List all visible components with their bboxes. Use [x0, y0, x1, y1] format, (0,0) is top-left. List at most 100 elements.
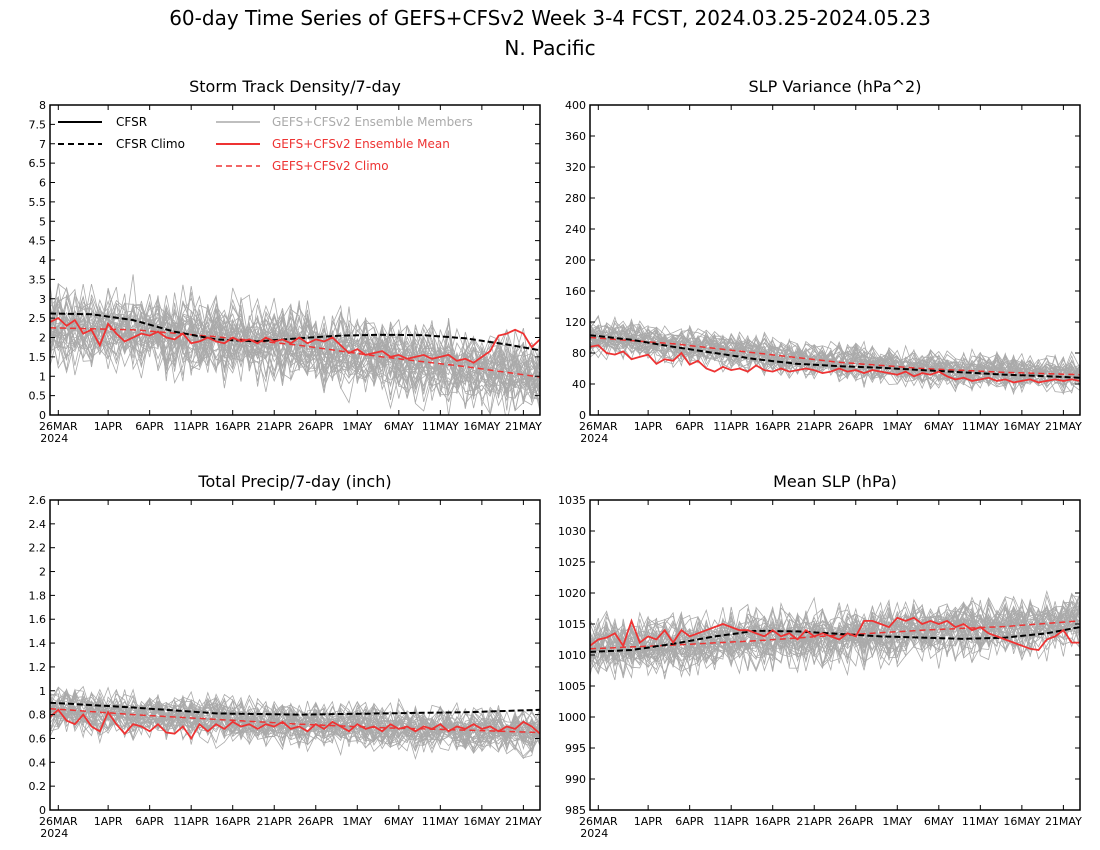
y-tick-label: 985: [565, 804, 586, 817]
x-tick-label: 6APR: [675, 420, 704, 433]
y-tick-label: 8: [39, 99, 46, 112]
x-tick-label: 11APR: [173, 815, 209, 828]
y-tick-label: 1.2: [29, 661, 47, 674]
y-tick-label: 40: [572, 378, 586, 391]
plot-frame-precip: [49, 499, 541, 811]
y-tick-label: 5: [39, 215, 46, 228]
x-tick-label: 26APR: [838, 815, 874, 828]
x-tick-label: 6MAY: [384, 420, 414, 433]
series-cfsr-climo: [590, 334, 1080, 379]
series-cfsr-climo: [50, 312, 540, 352]
series-ensemble-member-31: [590, 324, 1080, 387]
x-tick-label: 21MAY: [1045, 815, 1082, 828]
plot-area-mslp: [590, 589, 1080, 681]
series-model-climo: [590, 336, 1080, 376]
x-tick-label: 16MAY: [1003, 815, 1040, 828]
y-tick-label: 995: [565, 742, 586, 755]
series-ensemble-member-30: [590, 605, 1080, 672]
x-tick-label: 6MAY: [384, 815, 414, 828]
x-tick-label: 11APR: [713, 420, 749, 433]
x-tick-label: 21MAY: [505, 815, 542, 828]
x-tick-year-label: 2024: [40, 432, 68, 445]
x-tick-label: 26APR: [838, 420, 874, 433]
x-tick-label: 21MAY: [1045, 420, 1082, 433]
x-tick-label: 11MAY: [422, 420, 459, 433]
x-tick-label: 6APR: [135, 420, 164, 433]
y-tick-label: 120: [565, 316, 586, 329]
x-tick-label: 16MAY: [1003, 420, 1040, 433]
y-tick-label: 3.5: [29, 273, 47, 286]
series-ensemble-mean: [50, 317, 540, 364]
x-tick-label: 1APR: [634, 420, 663, 433]
x-tick-year-label: 2024: [580, 827, 608, 840]
y-tick-label: 1010: [558, 649, 586, 662]
panel-mean-slp: Mean SLP (hPa) 985 990 995 1000 1005 1010 1015…: [558, 472, 1082, 840]
panel-slp-variance: SLP Variance (hPa^2) 0 40 80 120 160 200 240 28…: [565, 77, 1082, 445]
panel-storm-track-density: Storm Track Density/7-day 0 0.5 1 1.5 2 2.5 3 3…: [29, 77, 543, 445]
y-tick-label: 4: [39, 254, 46, 267]
figure-title: 60-day Time Series of GEFS+CFSv2 Week 3-…: [169, 6, 931, 30]
x-tick-label: 6APR: [675, 815, 704, 828]
x-tick-year-label: 2024: [580, 432, 608, 445]
y-tick-label: 160: [565, 285, 586, 298]
y-tick-label: 320: [565, 161, 586, 174]
series-ensemble-mean: [50, 708, 540, 741]
series-model-climo: [590, 620, 1080, 650]
x-tick-year-label: 2024: [40, 827, 68, 840]
y-tick-label: 1: [39, 685, 46, 698]
series-ensemble-member-21: [50, 693, 540, 749]
series-ensemble-mean: [590, 344, 1080, 384]
y-tick-label: 2: [39, 566, 46, 579]
y-tick-label: 0.6: [29, 732, 47, 745]
legend-label-cfsr-climo: CFSR Climo: [116, 137, 185, 151]
y-tick-label: 5.5: [29, 196, 47, 209]
plot-area-precip: [50, 685, 540, 760]
x-tick-label: 11MAY: [962, 815, 999, 828]
series-ensemble-mean: [590, 616, 1080, 651]
y-tick-label: 1.6: [29, 613, 47, 626]
x-tick-label: 16MAY: [463, 420, 500, 433]
y-tick-label: 1: [39, 370, 46, 383]
x-tick-label: 26APR: [298, 420, 334, 433]
x-tick-label: 11APR: [713, 815, 749, 828]
series-ensemble-member-39: [50, 688, 540, 753]
legend-label-cfsr: CFSR: [116, 115, 147, 129]
y-tick-label: 1035: [558, 494, 586, 507]
y-tick-label: 1.8: [29, 589, 47, 602]
series-ensemble-member-27: [50, 692, 540, 749]
x-tick-label: 11APR: [173, 420, 209, 433]
series-ensemble-member-26: [50, 286, 540, 400]
x-tick-label: 26APR: [298, 815, 334, 828]
y-tick-label: 1.4: [29, 637, 47, 650]
y-tick-label: 200: [565, 254, 586, 267]
y-tick-label: 2.5: [29, 312, 47, 325]
x-tick-label: 1APR: [94, 815, 123, 828]
figure-subtitle: N. Pacific: [504, 36, 595, 60]
x-tick-label: 26MAR: [579, 420, 618, 433]
series-ensemble-member-34: [590, 602, 1080, 666]
series-cfsr-climo: [50, 701, 540, 716]
x-tick-label: 16MAY: [463, 815, 500, 828]
x-tick-label: 21APR: [796, 815, 832, 828]
series-ensemble-member-29: [50, 296, 540, 415]
y-tick-label: 80: [572, 347, 586, 360]
x-tick-label: 1APR: [94, 420, 123, 433]
y-tick-label: 6.5: [29, 157, 47, 170]
x-tick-label: 26MAR: [579, 815, 618, 828]
x-tick-label: 16APR: [215, 420, 251, 433]
x-tick-label: 11MAY: [422, 815, 459, 828]
x-tick-label: 21APR: [796, 420, 832, 433]
y-tick-label: 240: [565, 223, 586, 236]
legend-label-members: GEFS+CFSv2 Ensemble Members: [272, 115, 473, 129]
y-tick-label: 1.5: [29, 351, 47, 364]
series-ensemble-member-40: [590, 326, 1080, 387]
series-model-climo: [50, 327, 540, 378]
panel-title-total-precip: Total Precip/7-day (inch): [197, 472, 391, 491]
x-tick-label: 26MAR: [39, 420, 78, 433]
x-tick-label: 1MAY: [342, 420, 372, 433]
y-tick-label: 2.2: [29, 542, 47, 555]
y-tick-label: 0.2: [29, 780, 47, 793]
x-tick-label: 21APR: [256, 420, 292, 433]
y-tick-label: 2.4: [29, 518, 47, 531]
